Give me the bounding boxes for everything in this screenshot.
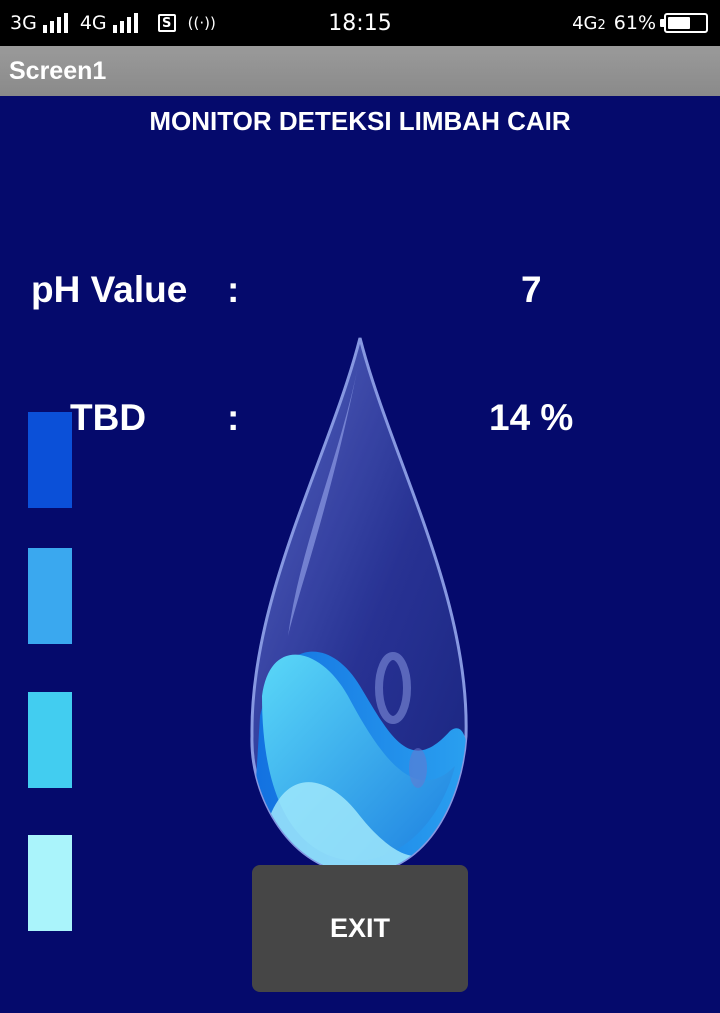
battery-icon [660, 13, 708, 33]
drop-bubble-small [409, 748, 427, 788]
water-drop-illustration [250, 337, 468, 876]
battery-percentage: 61% [613, 12, 656, 34]
sim-card-icon: S [157, 14, 176, 32]
data-network-label: 4G [572, 12, 598, 34]
status-bar: 3G 4G S ((·)) 18:15 4G2 61% [0, 0, 720, 46]
drop-bubble-large [375, 652, 411, 724]
status-right-group: 4G2 61% [572, 10, 710, 36]
signal-strength-icon [42, 13, 68, 33]
tbd-separator: : [227, 397, 240, 438]
ph-value-label: pH Value [31, 269, 188, 310]
app-title-bar: Screen1 [0, 46, 720, 96]
sim2-network-label: 4G [79, 12, 107, 34]
exit-button[interactable]: EXIT [252, 865, 468, 992]
ph-value-reading: 7 [521, 269, 542, 310]
level-bar-2 [28, 548, 72, 644]
drop-highlight [288, 366, 358, 636]
battery-level-fill [668, 17, 690, 29]
signal-strength-icon [112, 13, 138, 33]
ph-value-separator: : [227, 269, 240, 310]
page-heading: MONITOR DETEKSI LIMBAH CAIR [149, 106, 571, 136]
tbd-reading: 14 % [489, 397, 574, 438]
level-bar-3 [28, 692, 72, 788]
tbd-label: TBD [70, 397, 147, 438]
main-screen: MONITOR DETEKSI LIMBAH CAIR [0, 96, 720, 1013]
screen-title: Screen1 [9, 57, 107, 85]
data-network-sub: 2 [597, 17, 606, 33]
sim1-network-label: 3G [10, 12, 37, 34]
level-bar-4 [28, 835, 72, 931]
level-bar-1 [28, 412, 72, 508]
data-network-icon: 4G2 [572, 13, 606, 34]
wave-light [270, 782, 415, 873]
status-left-group: 3G 4G S ((·)) [10, 10, 216, 36]
hotspot-icon: ((·)) [187, 14, 216, 32]
